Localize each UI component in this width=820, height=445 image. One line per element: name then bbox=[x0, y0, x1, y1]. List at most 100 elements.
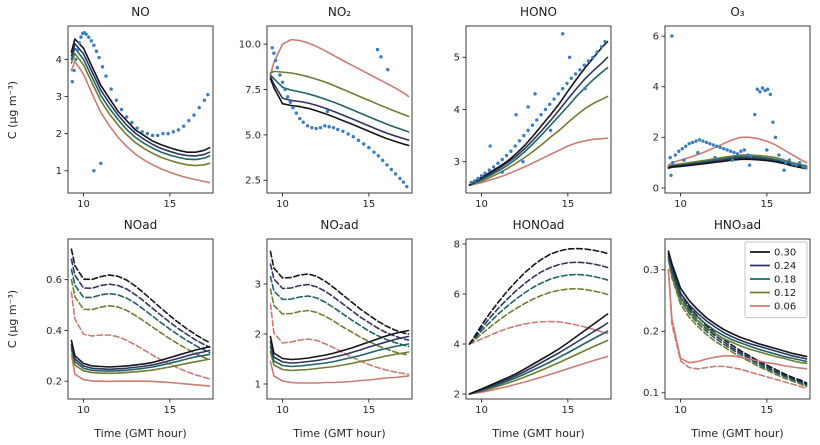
observation-dot bbox=[715, 144, 719, 148]
observation-dot bbox=[696, 150, 700, 155]
observation-dot bbox=[325, 109, 330, 114]
observation-dot bbox=[701, 139, 705, 143]
observation-dot bbox=[278, 73, 282, 77]
observation-dot bbox=[77, 41, 81, 45]
observation-dot bbox=[539, 113, 543, 117]
y-tick-label: 0.2 bbox=[46, 377, 62, 388]
axes-frame bbox=[465, 238, 612, 400]
observation-dot bbox=[535, 118, 539, 122]
observation-dot bbox=[560, 86, 565, 91]
observation-dot bbox=[70, 79, 75, 84]
observation-dot bbox=[791, 162, 795, 166]
observation-dot bbox=[275, 66, 280, 70]
x-tick-label: 10 bbox=[77, 405, 90, 416]
x-tick-label: 15 bbox=[561, 405, 574, 416]
observation-dot bbox=[803, 166, 808, 170]
no-plot: 1 2 3 4 10 15 bbox=[56, 25, 214, 210]
x-tick-label: 15 bbox=[760, 405, 773, 416]
series-line-0.18-solid bbox=[70, 47, 211, 161]
plot-title-honoad: HONOad bbox=[512, 218, 565, 232]
series-line-0.06-solid bbox=[468, 355, 609, 395]
series-line-0.12-solid bbox=[667, 154, 808, 168]
series-line-0.12-solid bbox=[468, 339, 609, 395]
y-tick-label: 3 bbox=[454, 157, 460, 168]
no2ad-plot: 1 2 3 10 15 bbox=[255, 238, 413, 416]
observation-dot bbox=[166, 131, 170, 136]
series-line-0.06-solid bbox=[70, 60, 211, 184]
observation-dot bbox=[690, 140, 695, 145]
y-tick-label: 10.0 bbox=[239, 40, 261, 51]
series-line-0.06-dashed bbox=[70, 291, 211, 380]
observation-dot bbox=[560, 32, 565, 36]
x-axis-label: Time (GMT hour) bbox=[492, 427, 585, 440]
observation-dot bbox=[476, 176, 480, 181]
observation-dot bbox=[780, 158, 785, 162]
observation-dot bbox=[704, 140, 709, 145]
observation-dot bbox=[487, 168, 491, 172]
observation-dot bbox=[573, 72, 578, 76]
observation-dot bbox=[206, 92, 210, 97]
observation-dot bbox=[583, 86, 587, 91]
observation-dot bbox=[771, 120, 775, 124]
observation-dot bbox=[130, 120, 134, 125]
axes-frame bbox=[266, 25, 413, 194]
observation-dot bbox=[591, 55, 595, 60]
o3-plot: 0 2 4 6 10 15 bbox=[653, 25, 811, 210]
series-line-0.30-dashed bbox=[468, 247, 609, 345]
observation-dot bbox=[747, 163, 752, 167]
observation-dot bbox=[749, 154, 754, 159]
series-line-0.18-solid bbox=[667, 255, 808, 363]
x-tick-label: 10 bbox=[475, 405, 488, 416]
series-line-0.24-solid bbox=[667, 252, 808, 360]
subplot-no: NO 1 2 3 4 10 15 bbox=[22, 0, 221, 213]
series-line-0.12-solid bbox=[70, 348, 211, 375]
series-line-0.30-solid bbox=[70, 339, 211, 368]
series-line-0.24-solid bbox=[70, 43, 211, 157]
observation-dot bbox=[755, 87, 760, 91]
legend-entry-label: 0.24 bbox=[774, 261, 796, 272]
subplot-noad: NOad 0.2 0.4 0.6 10 15 Time (GMT hour) bbox=[22, 213, 221, 445]
observation-dot bbox=[119, 107, 124, 112]
observation-dot bbox=[380, 158, 385, 163]
series-line-0.30-dashed bbox=[667, 250, 808, 384]
observation-dot bbox=[398, 176, 402, 181]
y-tick-label: 6 bbox=[653, 32, 659, 43]
observation-dot bbox=[92, 43, 96, 47]
subplot-hno3ad: HNO₃ad 0.1 0.2 0.3 10 15 0.30 0.24 0.18 0.12 0.06… bbox=[619, 213, 818, 445]
y-tick-label: 4 bbox=[454, 105, 460, 116]
observation-dot bbox=[273, 58, 278, 63]
observation-dot bbox=[356, 138, 361, 143]
hno3ad-plot: 0.1 0.2 0.3 10 15 0.30 0.24 0.18 0.12 0.06 bbox=[643, 238, 811, 416]
observation-dot bbox=[161, 131, 165, 136]
series-line-0.24-dashed bbox=[70, 258, 211, 348]
y-tick-label: 0.4 bbox=[46, 326, 62, 337]
observation-dot bbox=[84, 32, 88, 36]
observation-dot bbox=[385, 163, 389, 167]
observation-dot bbox=[586, 59, 591, 63]
legend-entry-label: 0.18 bbox=[774, 274, 796, 285]
observation-dot bbox=[72, 68, 76, 73]
observation-dot bbox=[777, 153, 781, 157]
observation-dot bbox=[89, 39, 94, 43]
observation-dot bbox=[74, 57, 78, 62]
observation-dot bbox=[192, 113, 196, 117]
observation-dot bbox=[718, 145, 722, 150]
plot-title-hno3ad: HNO₃ad bbox=[713, 218, 762, 232]
observation-dot bbox=[526, 105, 530, 109]
axes-frame bbox=[67, 25, 214, 194]
y-tick-label: 4 bbox=[454, 339, 460, 350]
observation-dot bbox=[548, 102, 552, 106]
observation-dot bbox=[697, 138, 702, 142]
observation-dot bbox=[671, 160, 675, 165]
series-line-0.06-solid bbox=[269, 38, 410, 98]
observation-dot bbox=[669, 173, 673, 177]
observation-dot bbox=[283, 87, 287, 92]
observation-dot bbox=[708, 141, 712, 146]
observation-dot bbox=[294, 111, 299, 115]
observation-dot bbox=[711, 143, 716, 147]
axes-frame bbox=[266, 238, 413, 400]
series-line-0.06-dashed bbox=[468, 320, 609, 345]
observation-dot bbox=[156, 133, 160, 138]
observation-dot bbox=[97, 55, 101, 60]
x-tick-label: 15 bbox=[163, 405, 176, 416]
